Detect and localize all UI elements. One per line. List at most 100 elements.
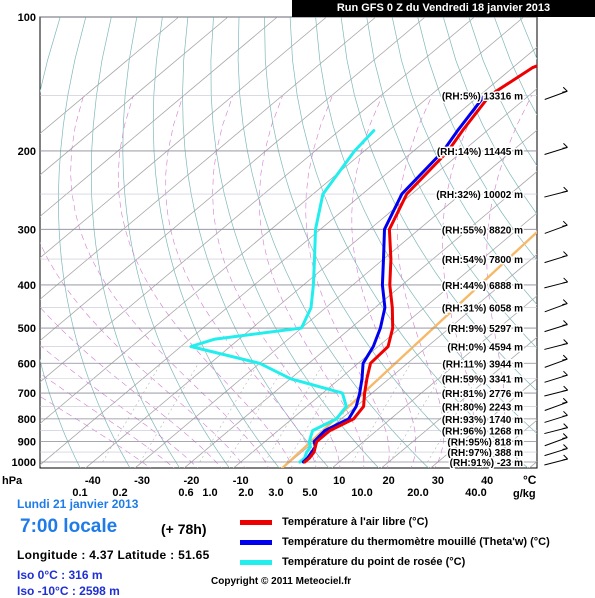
wind-barb xyxy=(545,300,568,312)
wind-barb-flag xyxy=(563,300,567,304)
wind-barb xyxy=(545,221,568,233)
local-time: 7:00 locale xyxy=(20,516,117,538)
wind-barb xyxy=(545,355,568,367)
x-tick-label: 10 xyxy=(333,475,345,487)
x-tick-label: -20 xyxy=(183,475,199,487)
wind-barb xyxy=(544,339,567,349)
wind-barb-flag xyxy=(562,375,567,376)
wind-barb-flag xyxy=(564,339,568,343)
wind-barb-flag xyxy=(563,355,567,359)
wind-barb-flag xyxy=(562,324,567,325)
x-tick-label: 30 xyxy=(432,475,444,487)
level-label: (RH:93%) 1740 m xyxy=(442,415,523,426)
wind-barb-flag xyxy=(564,455,568,459)
mixing-ratio-tick-label: 40.0 xyxy=(465,487,486,499)
wind-barb-flag xyxy=(563,428,568,429)
legend-label-wet-bulb: Température du thermomètre mouillé (Thet… xyxy=(282,536,550,548)
level-label: (RH:81%) 2776 m xyxy=(442,389,523,400)
y-tick-label: 300 xyxy=(18,224,36,236)
wind-barb-shaft xyxy=(545,359,568,367)
copyright: Copyright © 2011 Meteociel.fr xyxy=(211,576,351,587)
mixing-ratio-tick-label: 1.0 xyxy=(202,487,217,499)
wind-barb-shaft xyxy=(545,304,568,312)
wind-barb-shaft xyxy=(545,225,568,233)
wind-barb xyxy=(544,278,567,288)
wind-barb xyxy=(545,371,568,382)
coordinates: Longitude : 4.37 Latitude : 51.65 xyxy=(17,548,210,562)
y-tick-label: 400 xyxy=(18,280,36,292)
level-label: (RH:95%) 818 m xyxy=(447,438,523,449)
wind-barb-flag xyxy=(563,252,567,256)
y-axis-unit: hPa xyxy=(2,475,23,487)
y-tick-label: 1000 xyxy=(12,457,36,469)
wind-barb-flag xyxy=(563,434,567,438)
lead-time: (+ 78h) xyxy=(161,521,207,537)
wind-barb-flag xyxy=(563,320,567,324)
wind-barb xyxy=(545,398,568,410)
wind-barb xyxy=(545,445,568,456)
wind-barb-flag xyxy=(562,438,567,439)
wind-barb xyxy=(545,434,568,446)
wind-barb-flag xyxy=(563,390,568,391)
wind-barb xyxy=(545,252,568,263)
wind-barb-flag xyxy=(563,191,568,192)
wind-barb-flag xyxy=(564,278,568,282)
skew-t-chart: (RH:5%) 13316 m(RH:14%) 11445 m(RH:32%) … xyxy=(0,0,595,500)
legend-swatch-dewpoint xyxy=(240,560,272,565)
level-label: (RH:96%) 1268 m xyxy=(442,427,523,438)
legend-label-dewpoint: Température du point de rosée (°C) xyxy=(282,556,465,568)
wind-barb-flag xyxy=(562,402,567,403)
level-label: (RH:31%) 6058 m xyxy=(442,304,523,315)
y-tick-label: 700 xyxy=(18,388,36,400)
wind-barb-flag xyxy=(563,411,567,415)
y-tick-label: 600 xyxy=(18,358,36,370)
wind-barb-flag xyxy=(562,359,567,360)
wind-barb-flag xyxy=(563,87,567,91)
level-label: (RH:0%) 4594 m xyxy=(447,342,523,353)
level-label: (RH:55%) 8820 m xyxy=(442,225,523,236)
mixing-ratio-tick-label: 5.0 xyxy=(302,487,317,499)
mixing-ratio-tick-label: 20.0 xyxy=(407,487,428,499)
y-tick-label: 500 xyxy=(18,323,36,335)
x-tick-label: 0 xyxy=(287,475,293,487)
dry-adiabat-line xyxy=(571,17,595,471)
x-tick-label: 20 xyxy=(382,475,394,487)
wind-barb xyxy=(545,320,568,331)
wind-barb-flag xyxy=(562,225,567,226)
level-label: (RH:54%) 7800 m xyxy=(442,255,523,266)
wind-barb xyxy=(544,386,567,396)
legend-label-temperature: Température à l'air libre (°C) xyxy=(282,516,428,528)
wind-barb xyxy=(544,455,567,465)
x-tick-label: -40 xyxy=(85,475,101,487)
wind-barb-flag xyxy=(563,143,567,147)
wind-barb-flag xyxy=(563,343,568,344)
wind-barb-flag xyxy=(563,371,567,375)
wind-barb-flag xyxy=(562,256,567,257)
level-label: (RH:14%) 11445 m xyxy=(437,147,523,158)
wind-barb-flag xyxy=(562,449,567,450)
mixing-ratio-tick-label: 10.0 xyxy=(351,487,372,499)
legend-item-dewpoint: Température du point de rosée (°C) xyxy=(240,554,465,570)
wind-barb-flag xyxy=(562,415,567,416)
level-label: (RH:44%) 6888 m xyxy=(442,281,523,292)
x-axis-unit: °C xyxy=(523,473,537,487)
level-label: (RH:5%) 13316 m xyxy=(442,91,523,102)
mixing-ratio-tick-label: 0.6 xyxy=(178,487,193,499)
wind-barb-flag xyxy=(564,424,568,428)
legend-swatch-wet-bulb xyxy=(240,540,272,545)
y-tick-label: 900 xyxy=(18,437,36,449)
level-label: (RH:9%) 5297 m xyxy=(447,324,523,335)
wind-barb-flag xyxy=(562,147,567,148)
wind-barb-flag xyxy=(563,221,567,225)
wind-barb-flag xyxy=(563,445,567,449)
run-title: Run GFS 0 Z du Vendredi 18 janvier 2013 xyxy=(292,0,595,17)
wind-barb-flag xyxy=(563,459,568,460)
forecast-date: Lundi 21 janvier 2013 xyxy=(17,497,138,511)
wind-barb xyxy=(545,87,568,99)
y-tick-label: 800 xyxy=(18,414,36,426)
level-label: (RH:91%) -23 m xyxy=(450,458,523,469)
level-label: (RH:11%) 3944 m xyxy=(442,359,523,370)
wind-barb-flag xyxy=(564,386,568,390)
wind-barb-flag xyxy=(563,398,567,402)
wind-barb xyxy=(545,143,568,154)
